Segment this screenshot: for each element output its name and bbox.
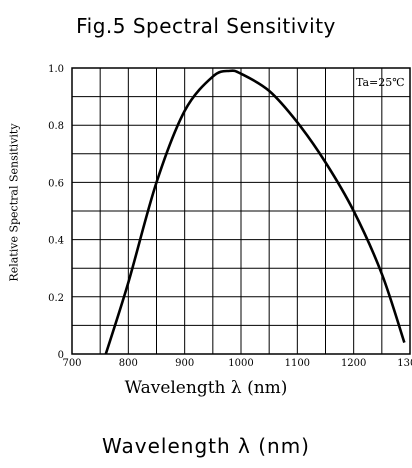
x-tick-label: 800: [119, 358, 138, 369]
y-tick-label: 0.2: [48, 293, 64, 304]
y-axis-label: Relative Spectral Sensitivity: [7, 123, 21, 282]
chart-title: Fig.5 Spectral Sensitivity: [76, 14, 336, 38]
plot-frame: [71, 67, 411, 355]
x-tick-label: 700: [62, 358, 81, 369]
y-tick-label: 0.4: [48, 236, 64, 247]
x-tick-label: 900: [175, 358, 194, 369]
y-tick-label: 0: [58, 350, 64, 361]
x-tick-label: 1000: [228, 358, 253, 369]
x-axis-label: Wavelength λ (nm): [124, 378, 288, 398]
y-tick-labels: 0 0.2 0.4 0.6 0.8 1.0: [48, 64, 64, 361]
x-tick-label: 1100: [285, 358, 310, 369]
caption: Wavelength λ (nm): [102, 434, 310, 458]
sensitivity-curve: [104, 69, 406, 355]
x-tick-label: 1200: [341, 358, 366, 369]
y-tick-label: 0.6: [48, 178, 64, 189]
y-tick-label: 0.8: [48, 121, 64, 132]
temperature-annotation: Ta=25℃: [356, 76, 405, 89]
y-tick-label: 1.0: [48, 64, 64, 75]
gridlines: [72, 68, 410, 354]
